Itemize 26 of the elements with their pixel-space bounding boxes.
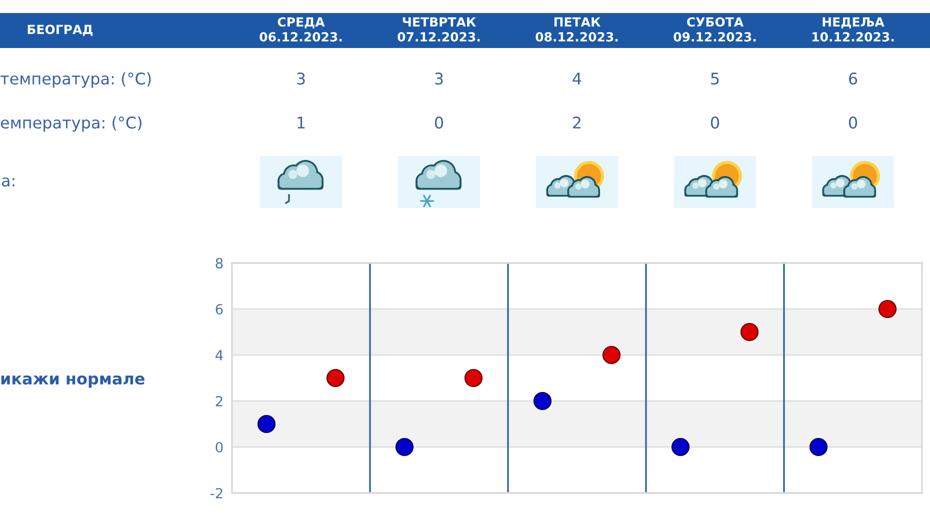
y-tick-label: -2 xyxy=(210,488,222,498)
data-label: 3 xyxy=(435,72,443,85)
category-label: СРЕДА 06.12.2023. xyxy=(260,17,342,42)
text: емпература: (°C) xyxy=(0,116,142,132)
y-tick-label: 4 xyxy=(216,350,223,360)
data-label: 0 xyxy=(710,116,720,129)
text: БЕОГРАД xyxy=(28,24,93,36)
text: температура: (°C) xyxy=(0,72,151,88)
y-tick-label: 8 xyxy=(216,258,223,268)
text: икажи нормале xyxy=(1,375,144,388)
text: а: xyxy=(2,177,14,187)
data-label: 5 xyxy=(711,72,719,85)
category-label: СУБОТА 09.12.2023. xyxy=(674,17,756,42)
data-label: 0 xyxy=(848,116,858,129)
category-label: ЧЕТВРТАК 07.12.2023. xyxy=(398,17,480,42)
data-label: 3 xyxy=(297,72,305,85)
y-tick-label: 6 xyxy=(216,304,223,314)
data-label: 4 xyxy=(572,72,582,84)
data-label: 2 xyxy=(573,116,580,128)
data-label: 1 xyxy=(298,116,305,128)
category-label: ПЕТАК 08.12.2023. xyxy=(536,17,618,42)
data-label: 6 xyxy=(849,72,858,85)
y-tick-label: 2 xyxy=(216,396,222,406)
y-tick-label: 0 xyxy=(216,442,223,452)
category-label: НЕДЕЉА 10.12.2023. xyxy=(812,17,894,42)
data-label: 0 xyxy=(434,116,444,129)
